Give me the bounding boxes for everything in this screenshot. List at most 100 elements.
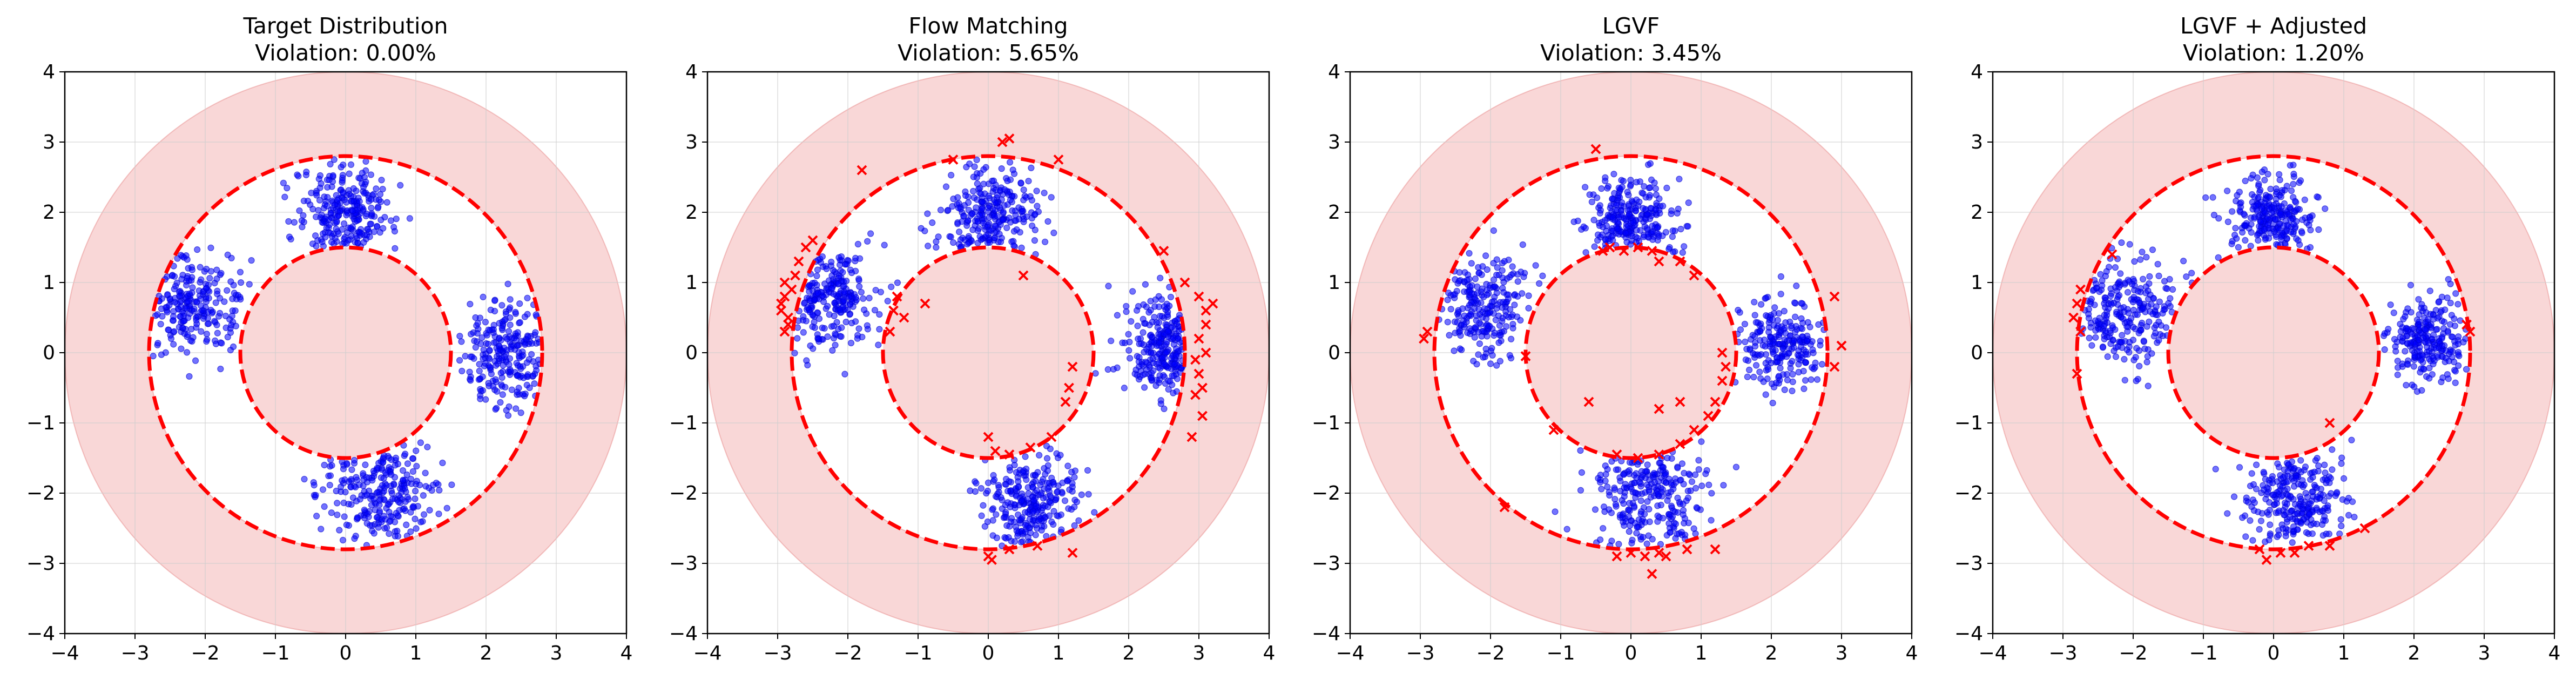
- violation-point: [1193, 333, 1204, 344]
- sample-point: [2283, 500, 2290, 508]
- sample-point: [376, 508, 383, 515]
- sample-point: [1742, 338, 1749, 346]
- sample-point: [1022, 453, 1029, 460]
- sample-point: [1622, 230, 1629, 237]
- sample-point: [2258, 169, 2265, 176]
- sample-point: [970, 194, 977, 201]
- sample-point: [2183, 273, 2190, 280]
- sample-point: [2224, 218, 2231, 225]
- sample-point: [1161, 360, 1168, 367]
- sample-point: [328, 239, 335, 246]
- sample-point: [491, 307, 498, 315]
- sample-point: [1468, 260, 1475, 267]
- sample-point: [2463, 366, 2470, 373]
- sample-point: [1539, 272, 1546, 279]
- sample-point: [1598, 486, 1605, 493]
- sample-point: [1693, 504, 1700, 511]
- sample-point: [2402, 348, 2409, 355]
- sample-point: [2341, 475, 2348, 482]
- sample-point: [1018, 244, 1025, 251]
- sample-point: [2280, 474, 2287, 481]
- sample-point: [1705, 481, 1712, 488]
- sample-point: [343, 199, 350, 206]
- sample-point: [2275, 531, 2282, 539]
- sample-point: [480, 346, 487, 353]
- sample-point: [1669, 233, 1676, 240]
- sample-point: [1813, 376, 1821, 383]
- sample-point: [2290, 171, 2297, 178]
- x-tick-label: 3: [1836, 642, 1848, 664]
- sample-point: [2257, 218, 2264, 225]
- sample-point: [1662, 471, 1669, 478]
- violation-point: [776, 298, 786, 309]
- sample-point: [2448, 312, 2455, 319]
- sample-point: [1646, 518, 1653, 526]
- sample-point: [488, 371, 495, 378]
- sample-point: [1563, 526, 1570, 533]
- y-tick-label: 1: [1328, 272, 1340, 294]
- sample-point: [2126, 241, 2133, 248]
- sample-point: [485, 326, 492, 333]
- sample-point: [2452, 290, 2459, 297]
- violation-point: [885, 326, 895, 337]
- sample-point: [1174, 316, 1181, 323]
- sample-point: [1071, 522, 1078, 529]
- sample-point: [345, 501, 352, 508]
- sample-point: [1012, 217, 1020, 224]
- sample-point: [362, 158, 369, 165]
- sample-point: [382, 469, 389, 476]
- sample-point: [980, 219, 987, 226]
- violation-point: [1064, 382, 1074, 393]
- sample-point: [1708, 490, 1715, 497]
- sample-point: [2256, 526, 2263, 533]
- y-tick-label: 4: [685, 61, 698, 83]
- sample-point: [2273, 500, 2280, 507]
- sample-point: [334, 512, 341, 519]
- sample-point: [1474, 283, 1481, 290]
- sample-point: [2137, 256, 2144, 263]
- sample-point: [458, 367, 466, 375]
- x-tick-label: 0: [1625, 642, 1637, 664]
- sample-cluster-1: [2202, 162, 2329, 261]
- sample-point: [2306, 510, 2313, 518]
- sample-point: [183, 349, 191, 356]
- sample-point: [392, 245, 399, 252]
- chart-subtitle: Violation: 1.20%: [2183, 40, 2364, 66]
- sample-point: [1123, 302, 1130, 310]
- sample-point: [1784, 376, 1791, 383]
- sample-point: [2338, 522, 2345, 529]
- sample-cluster-2: [1435, 227, 1546, 369]
- sample-point: [843, 278, 850, 285]
- sample-point: [1631, 489, 1638, 496]
- sample-point: [2284, 468, 2291, 475]
- sample-point: [2345, 512, 2352, 519]
- sample-point: [807, 342, 814, 349]
- sample-point: [980, 502, 987, 509]
- sample-point: [402, 507, 409, 514]
- sample-point: [949, 203, 956, 210]
- sample-point: [1467, 311, 1474, 318]
- sample-point: [479, 387, 486, 394]
- sample-point: [2285, 223, 2292, 230]
- sample-point: [985, 192, 992, 199]
- sample-point: [2267, 185, 2274, 193]
- sample-point: [2432, 307, 2439, 314]
- sample-point: [203, 338, 210, 345]
- sample-point: [1642, 468, 1649, 475]
- y-tick-label: −1: [26, 412, 55, 434]
- sample-point: [1050, 481, 1057, 488]
- sample-point: [2142, 290, 2149, 297]
- violation-point: [2072, 298, 2082, 309]
- sample-point: [1793, 282, 1800, 290]
- y-tick-label: −3: [669, 553, 698, 575]
- sample-point: [1114, 312, 1121, 319]
- sample-point: [2123, 318, 2130, 326]
- sample-point: [929, 219, 936, 226]
- sample-point: [1126, 339, 1133, 346]
- sample-point: [1024, 496, 1031, 503]
- sample-point: [1616, 194, 1623, 201]
- sample-point: [185, 298, 192, 305]
- sample-point: [848, 270, 855, 277]
- sample-point: [2404, 361, 2411, 368]
- sample-point: [476, 367, 483, 374]
